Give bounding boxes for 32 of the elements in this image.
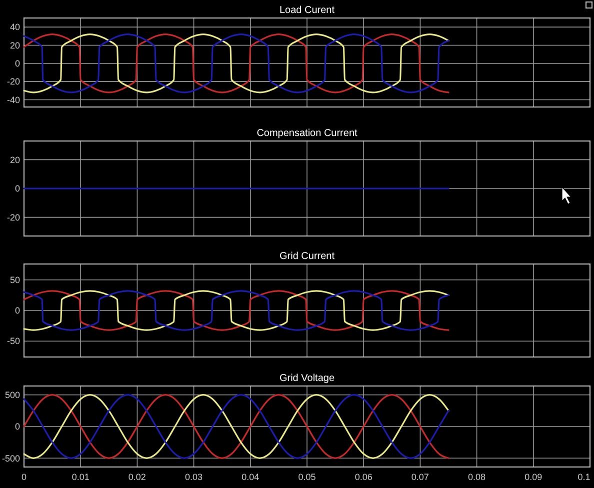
x-tick-label: 0.1 [578, 472, 590, 482]
chart-title: Load Curent [279, 5, 335, 16]
y-tick-label: 0 [14, 422, 20, 432]
x-tick-label: 0.08 [468, 472, 486, 482]
x-tick-label: 0.04 [242, 472, 260, 482]
x-tick-label: 0.01 [72, 472, 90, 482]
y-tick-label: -500 [2, 453, 20, 464]
y-tick-label: 0 [14, 58, 20, 69]
x-tick-label: 0.05 [298, 472, 316, 482]
y-tick-label: -40 [6, 94, 20, 105]
x-tick-label: 0 [21, 472, 27, 482]
y-tick-label: 40 [10, 22, 20, 32]
x-tick-label: 0.09 [524, 472, 542, 482]
chart-title: Compensation Current [256, 128, 358, 139]
line-series [23, 290, 450, 331]
x-tick-label: 0.07 [411, 472, 429, 482]
y-tick-label: 20 [10, 154, 20, 165]
x-tick-label: 0.02 [128, 472, 146, 482]
y-tick-label: -50 [6, 336, 20, 346]
chart-title: Grid Voltage [279, 373, 335, 384]
x-tick-label: 0.06 [354, 472, 372, 482]
y-tick-label: 0 [14, 184, 20, 194]
y-tick-label: 0 [14, 306, 20, 316]
y-tick-label: -20 [6, 76, 20, 87]
y-tick-label: 20 [10, 40, 20, 50]
line-series [23, 34, 450, 94]
y-tick-label: 50 [10, 275, 20, 286]
x-tick-label: 0.03 [185, 472, 203, 482]
line-series [23, 394, 450, 459]
y-tick-label: -20 [6, 212, 20, 222]
chart-title: Grid Current [279, 251, 335, 262]
y-tick-label: 500 [4, 390, 20, 400]
